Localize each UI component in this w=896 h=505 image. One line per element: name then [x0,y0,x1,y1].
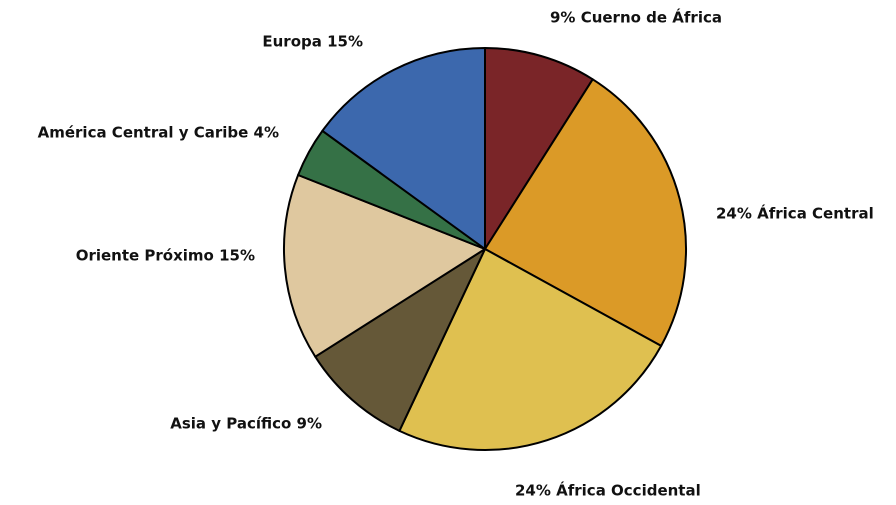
slice-label: 24% África Occidental [515,481,701,500]
slice-label: Asia y Pacífico 9% [170,415,322,433]
pie-slice [283,174,486,358]
slice-label: 24% África Central [716,204,874,223]
slice-label: América Central y Caribe 4% [38,124,279,142]
pie-slice [484,47,594,250]
slice-label: Oriente Próximo 15% [76,247,255,265]
pie-slice [314,248,486,432]
slice-label: Europa 15% [262,33,363,51]
pie-slice [484,78,687,347]
pie-slice [398,248,663,451]
slice-label: 9% Cuerno de África [550,8,722,27]
pie-slice [321,47,486,250]
